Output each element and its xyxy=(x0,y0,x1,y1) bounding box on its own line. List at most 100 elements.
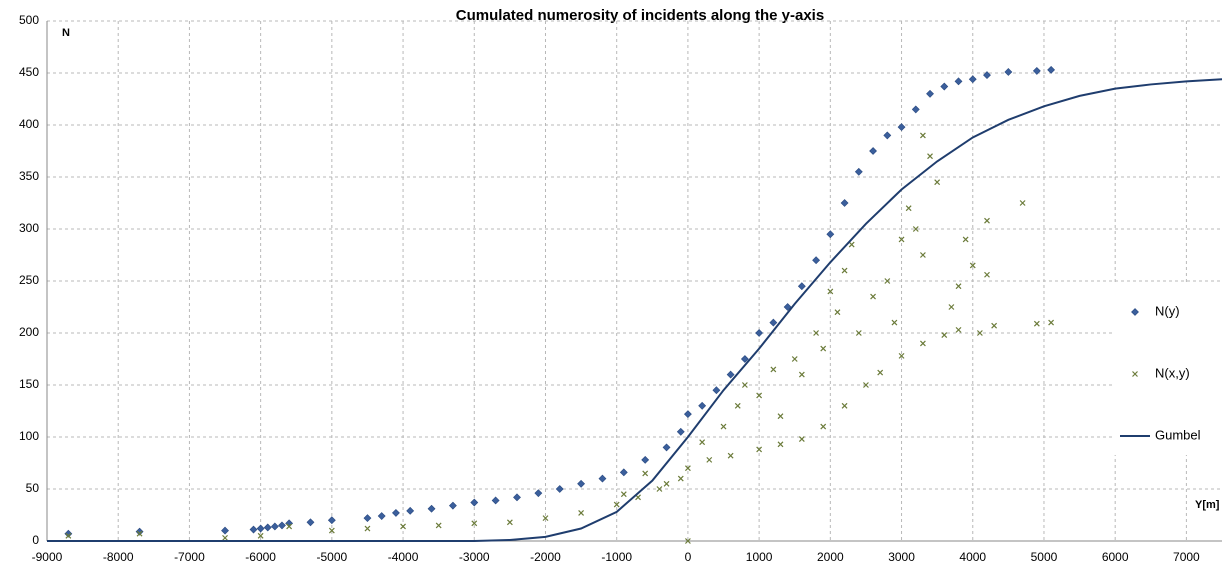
y-tick-label: 450 xyxy=(19,65,39,79)
y-axis-label: N xyxy=(62,27,70,39)
point xyxy=(249,525,258,534)
point xyxy=(712,386,721,395)
legend-swatch xyxy=(1131,308,1139,316)
point xyxy=(976,330,983,336)
point xyxy=(941,332,948,339)
point xyxy=(919,132,926,139)
point xyxy=(926,89,934,98)
point xyxy=(912,226,919,232)
point xyxy=(642,470,649,477)
legend-box xyxy=(1113,285,1223,455)
point xyxy=(854,167,863,176)
y-tick-label: 250 xyxy=(19,273,39,287)
legend-label: Gumbel xyxy=(1155,427,1201,442)
point xyxy=(934,179,941,186)
point xyxy=(1033,320,1040,327)
point xyxy=(663,480,670,487)
point xyxy=(136,530,143,537)
point xyxy=(1032,66,1041,75)
point xyxy=(863,382,869,388)
point xyxy=(991,322,998,329)
x-tick-label: -6000 xyxy=(245,550,276,564)
x-tick-label: 5000 xyxy=(1031,550,1058,564)
point xyxy=(470,498,479,507)
point xyxy=(534,489,543,498)
point xyxy=(64,529,73,538)
point xyxy=(491,496,500,505)
point xyxy=(578,509,585,516)
point xyxy=(1019,200,1026,206)
x-tick-label: -2000 xyxy=(530,550,561,564)
y-tick-label: 200 xyxy=(19,325,39,339)
x-tick-label: -7000 xyxy=(174,550,205,564)
legend-swatch xyxy=(1132,371,1138,377)
point xyxy=(962,236,969,243)
x-tick-label: -5000 xyxy=(316,550,347,564)
point xyxy=(756,392,763,399)
point xyxy=(406,506,415,515)
point xyxy=(364,525,371,532)
point xyxy=(883,131,892,140)
y-tick-label: 150 xyxy=(19,377,39,391)
point xyxy=(734,402,741,409)
point xyxy=(756,446,763,453)
x-tick-label: 0 xyxy=(685,550,692,564)
point xyxy=(286,523,293,530)
point xyxy=(869,147,877,155)
point xyxy=(306,518,315,527)
point xyxy=(726,370,735,379)
x-tick-label: 7000 xyxy=(1173,550,1200,564)
point xyxy=(968,75,977,84)
y-tick-label: 50 xyxy=(26,481,40,495)
point xyxy=(919,340,926,347)
x-tick-label: 2000 xyxy=(817,550,844,564)
point xyxy=(983,71,991,80)
point xyxy=(577,479,586,488)
point xyxy=(620,491,627,498)
point xyxy=(677,475,684,482)
point xyxy=(797,282,806,291)
point xyxy=(954,77,963,86)
y-tick-label: 300 xyxy=(19,221,39,235)
point xyxy=(263,523,272,532)
point xyxy=(278,521,286,530)
point xyxy=(905,205,912,212)
point xyxy=(940,82,949,91)
x-tick-label: -8000 xyxy=(103,550,134,564)
legend-label: N(x,y) xyxy=(1155,365,1190,380)
point xyxy=(435,522,442,529)
point xyxy=(919,252,926,258)
point xyxy=(698,401,707,410)
point xyxy=(392,508,400,517)
point xyxy=(727,452,734,459)
point xyxy=(740,355,749,363)
point xyxy=(656,486,663,492)
point xyxy=(897,123,906,132)
point xyxy=(877,369,884,376)
point xyxy=(769,318,778,327)
point xyxy=(820,423,827,430)
point xyxy=(506,519,513,526)
point xyxy=(363,514,372,523)
point xyxy=(676,427,685,436)
x-tick-label: -1000 xyxy=(601,550,632,564)
point xyxy=(662,443,671,452)
point xyxy=(820,345,827,352)
point xyxy=(870,293,876,300)
y-tick-label: 500 xyxy=(19,13,39,27)
point xyxy=(898,236,905,243)
point xyxy=(812,256,821,265)
point xyxy=(798,371,805,378)
point xyxy=(826,230,835,239)
point xyxy=(984,217,990,224)
x-tick-label: -3000 xyxy=(459,550,490,564)
point xyxy=(840,199,849,207)
point xyxy=(684,538,691,544)
y-tick-label: 400 xyxy=(19,117,39,131)
point xyxy=(699,439,706,446)
point xyxy=(813,330,820,336)
point xyxy=(613,501,620,508)
point xyxy=(1047,65,1056,74)
point xyxy=(827,288,834,295)
point xyxy=(555,485,564,493)
